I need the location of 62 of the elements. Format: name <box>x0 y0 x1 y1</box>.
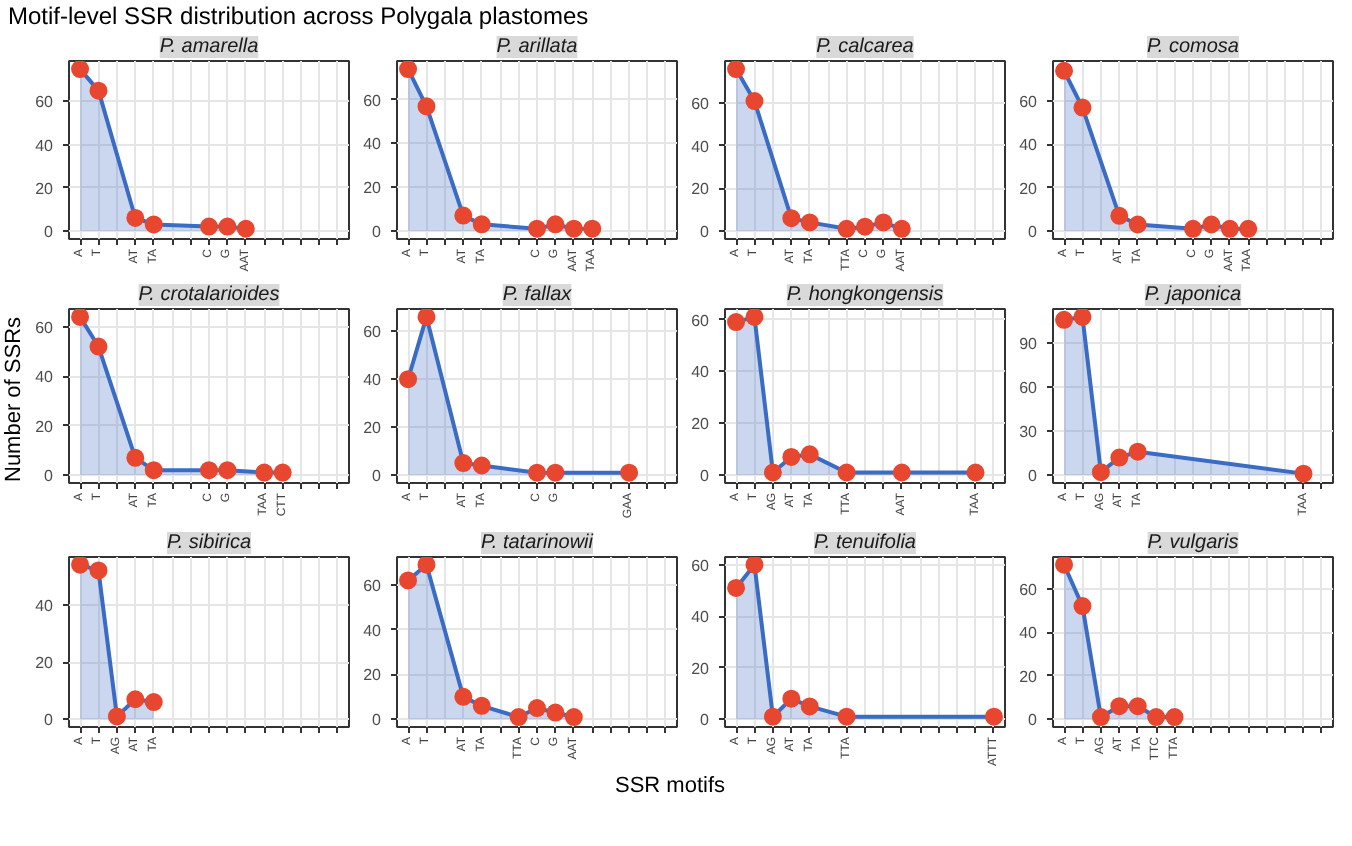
y-tick-label: 60 <box>35 318 55 337</box>
y-tick-label: 60 <box>691 95 711 114</box>
y-tick-label: 0 <box>372 711 383 730</box>
y-tick-label: 0 <box>700 222 711 241</box>
y-tick-label: 60 <box>363 323 383 342</box>
chart-title: P. fallax <box>502 284 574 306</box>
y-axis-title: Number of SSRs <box>0 317 28 483</box>
chart-title: P. sibirica <box>166 532 252 554</box>
y-tick-label: 0 <box>1028 467 1039 486</box>
y-tick-label: 60 <box>1019 93 1039 112</box>
chart-title: P. calcarea <box>816 36 915 58</box>
y-tick-label: 0 <box>700 711 711 730</box>
text: Motif-level SSR distribution across Polygala plastomes <box>8 0 589 34</box>
y-tick-label: 40 <box>35 596 55 615</box>
y-tick-label: 0 <box>1028 711 1039 730</box>
chart-title: P. crotalarioides <box>138 284 280 306</box>
chart-title: P. arillata <box>496 36 579 58</box>
y-tick-label: 40 <box>691 608 711 627</box>
y-tick-label: 30 <box>1019 423 1039 442</box>
y-tick-label: 0 <box>372 222 383 241</box>
y-tick-label: 20 <box>1019 179 1039 198</box>
y-tick-label: 60 <box>691 311 711 330</box>
y-tick-label: 0 <box>44 467 55 486</box>
y-tick-label: 20 <box>35 417 55 436</box>
y-tick-label: 0 <box>700 467 711 486</box>
y-tick-label: 60 <box>363 91 383 110</box>
y-tick-label: 60 <box>1019 580 1039 599</box>
x-axis-title: SSR motifs <box>614 772 725 802</box>
chart-title: P. vulgaris <box>1147 532 1239 554</box>
y-tick-label: 40 <box>363 135 383 154</box>
y-tick-label: 40 <box>363 371 383 390</box>
y-tick-label: 20 <box>1019 667 1039 686</box>
y-tick-label: 20 <box>691 659 711 678</box>
y-tick-label: 0 <box>372 467 383 486</box>
y-tick-label: 0 <box>44 222 55 241</box>
y-tick-label: 60 <box>1019 379 1039 398</box>
y-tick-label: 20 <box>35 654 55 673</box>
y-tick-label: 20 <box>363 179 383 198</box>
chart-title: P. tenuifolia <box>814 532 917 554</box>
y-tick-label: 60 <box>363 576 383 595</box>
y-tick-label: 40 <box>691 137 711 156</box>
chart-title: P. amarella <box>159 36 260 58</box>
y-tick-label: 60 <box>691 556 711 575</box>
y-tick-label: 20 <box>363 666 383 685</box>
y-tick-label: 0 <box>44 711 55 730</box>
y-tick-label: 20 <box>35 179 55 198</box>
y-tick-label: 40 <box>1019 136 1039 155</box>
y-tick-label: 40 <box>35 368 55 387</box>
y-tick-label: 20 <box>363 419 383 438</box>
y-tick-label: 20 <box>691 415 711 434</box>
y-tick-label: 40 <box>1019 624 1039 643</box>
chart-title: P. japonica <box>1144 284 1243 306</box>
y-tick-label: 40 <box>691 363 711 382</box>
y-tick-label: 40 <box>35 136 55 155</box>
y-tick-label: 40 <box>363 621 383 640</box>
chart-title: P. hongkongensis <box>786 284 944 306</box>
y-tick-label: 60 <box>35 93 55 112</box>
y-tick-label: 90 <box>1019 335 1039 354</box>
y-tick-label: 20 <box>691 180 711 199</box>
y-tick-label: 0 <box>1028 222 1039 241</box>
chart-title: P. comosa <box>1147 36 1240 58</box>
chart-title: P. tatarinowii <box>481 532 595 554</box>
